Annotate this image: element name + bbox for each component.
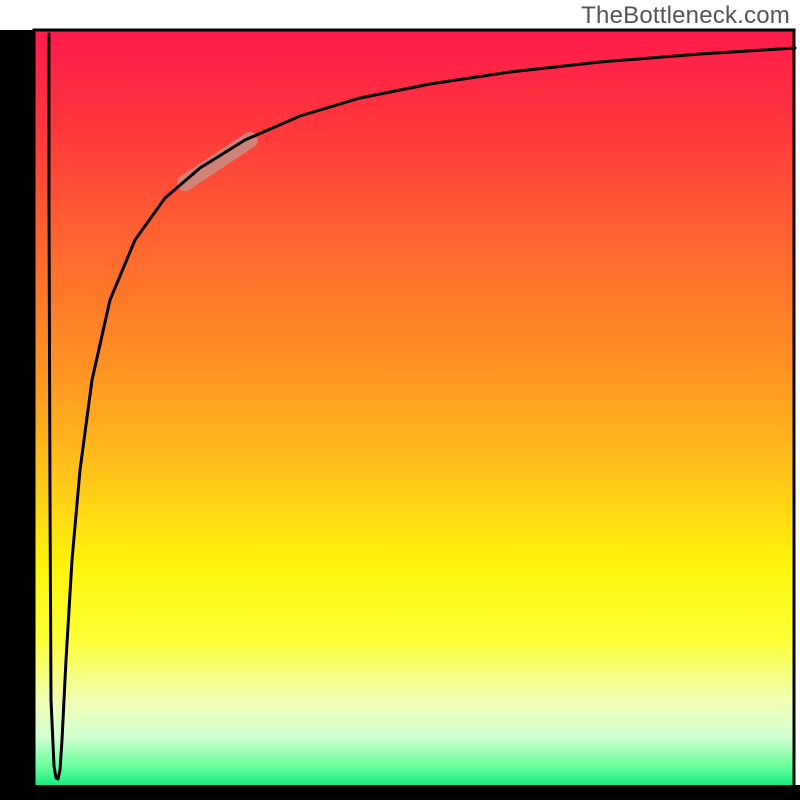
axis-bottom-band (0, 785, 800, 800)
plot-background (34, 30, 794, 790)
axis-left-band (0, 30, 34, 792)
bottleneck-chart (0, 0, 800, 800)
figure-root: TheBottleneck.com (0, 0, 800, 800)
attribution-text: TheBottleneck.com (581, 2, 790, 30)
